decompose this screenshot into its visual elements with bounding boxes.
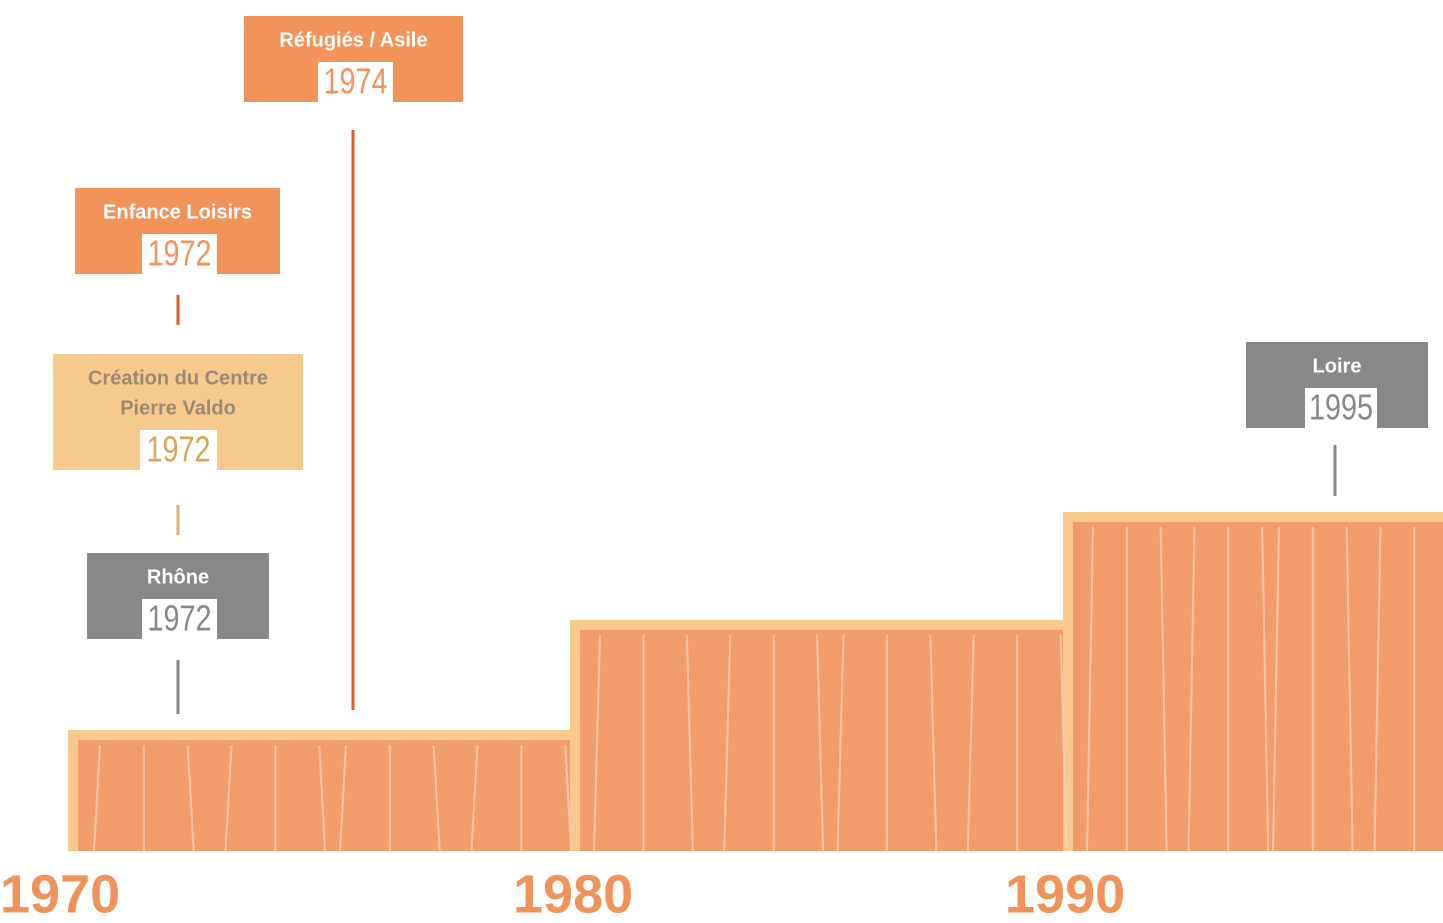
decade-label: 1990 bbox=[1005, 864, 1125, 923]
event: Création du Centre Pierre Valdo 1972 bbox=[53, 354, 303, 535]
year-box bbox=[318, 62, 393, 102]
year-box bbox=[142, 234, 217, 274]
texture-line bbox=[564, 744, 573, 852]
texture-line bbox=[1373, 526, 1382, 852]
decade-label: 1970 bbox=[0, 864, 120, 923]
event-label: Pierre Valdo bbox=[120, 397, 236, 419]
texture-line bbox=[470, 744, 479, 852]
event-year: 1972 bbox=[146, 428, 210, 469]
event: Enfance Loisirs 1972 bbox=[75, 188, 280, 325]
texture-line bbox=[1187, 526, 1196, 852]
texture-line bbox=[836, 634, 845, 852]
steps bbox=[0, 512, 1443, 923]
texture-line bbox=[1086, 526, 1094, 852]
event: Rhône 1972 bbox=[87, 553, 269, 714]
event-label: Rhône bbox=[147, 566, 209, 588]
year-box bbox=[140, 430, 217, 470]
event-label: Réfugiés / Asile bbox=[279, 29, 427, 51]
texture-line bbox=[723, 634, 732, 852]
event: Loire 1995 bbox=[1246, 342, 1428, 496]
event-label: Loire bbox=[1313, 355, 1362, 377]
texture-line bbox=[966, 634, 975, 852]
texture-line bbox=[593, 634, 601, 852]
texture-line bbox=[685, 634, 694, 852]
texture-line bbox=[1159, 526, 1168, 852]
texture-line bbox=[1261, 526, 1270, 852]
texture-line bbox=[224, 744, 233, 852]
background bbox=[0, 851, 1443, 923]
event-year: 1995 bbox=[1309, 386, 1373, 427]
year-box bbox=[1305, 388, 1377, 428]
decades: 1970 1980 1990 bbox=[0, 864, 1125, 923]
texture-line bbox=[93, 744, 101, 852]
texture-line bbox=[816, 634, 825, 852]
texture-line bbox=[339, 744, 347, 852]
texture-line bbox=[1345, 526, 1354, 852]
texture-line bbox=[186, 744, 195, 852]
texture bbox=[93, 526, 1416, 852]
event-year: 1974 bbox=[323, 60, 387, 101]
event: Réfugiés / Asile 1974 bbox=[244, 16, 463, 710]
texture-line bbox=[318, 744, 327, 852]
texture-line bbox=[929, 634, 938, 852]
year-box bbox=[142, 599, 217, 639]
decade-label: 1980 bbox=[513, 864, 633, 923]
event-year: 1972 bbox=[147, 597, 211, 638]
event-label: Enfance Loisirs bbox=[103, 201, 252, 223]
texture-line bbox=[1272, 526, 1280, 852]
texture-line bbox=[432, 744, 441, 852]
texture-line bbox=[1059, 634, 1068, 852]
event-label: Création du Centre bbox=[88, 367, 268, 389]
event-year: 1972 bbox=[147, 232, 211, 273]
step bbox=[1063, 512, 1443, 865]
